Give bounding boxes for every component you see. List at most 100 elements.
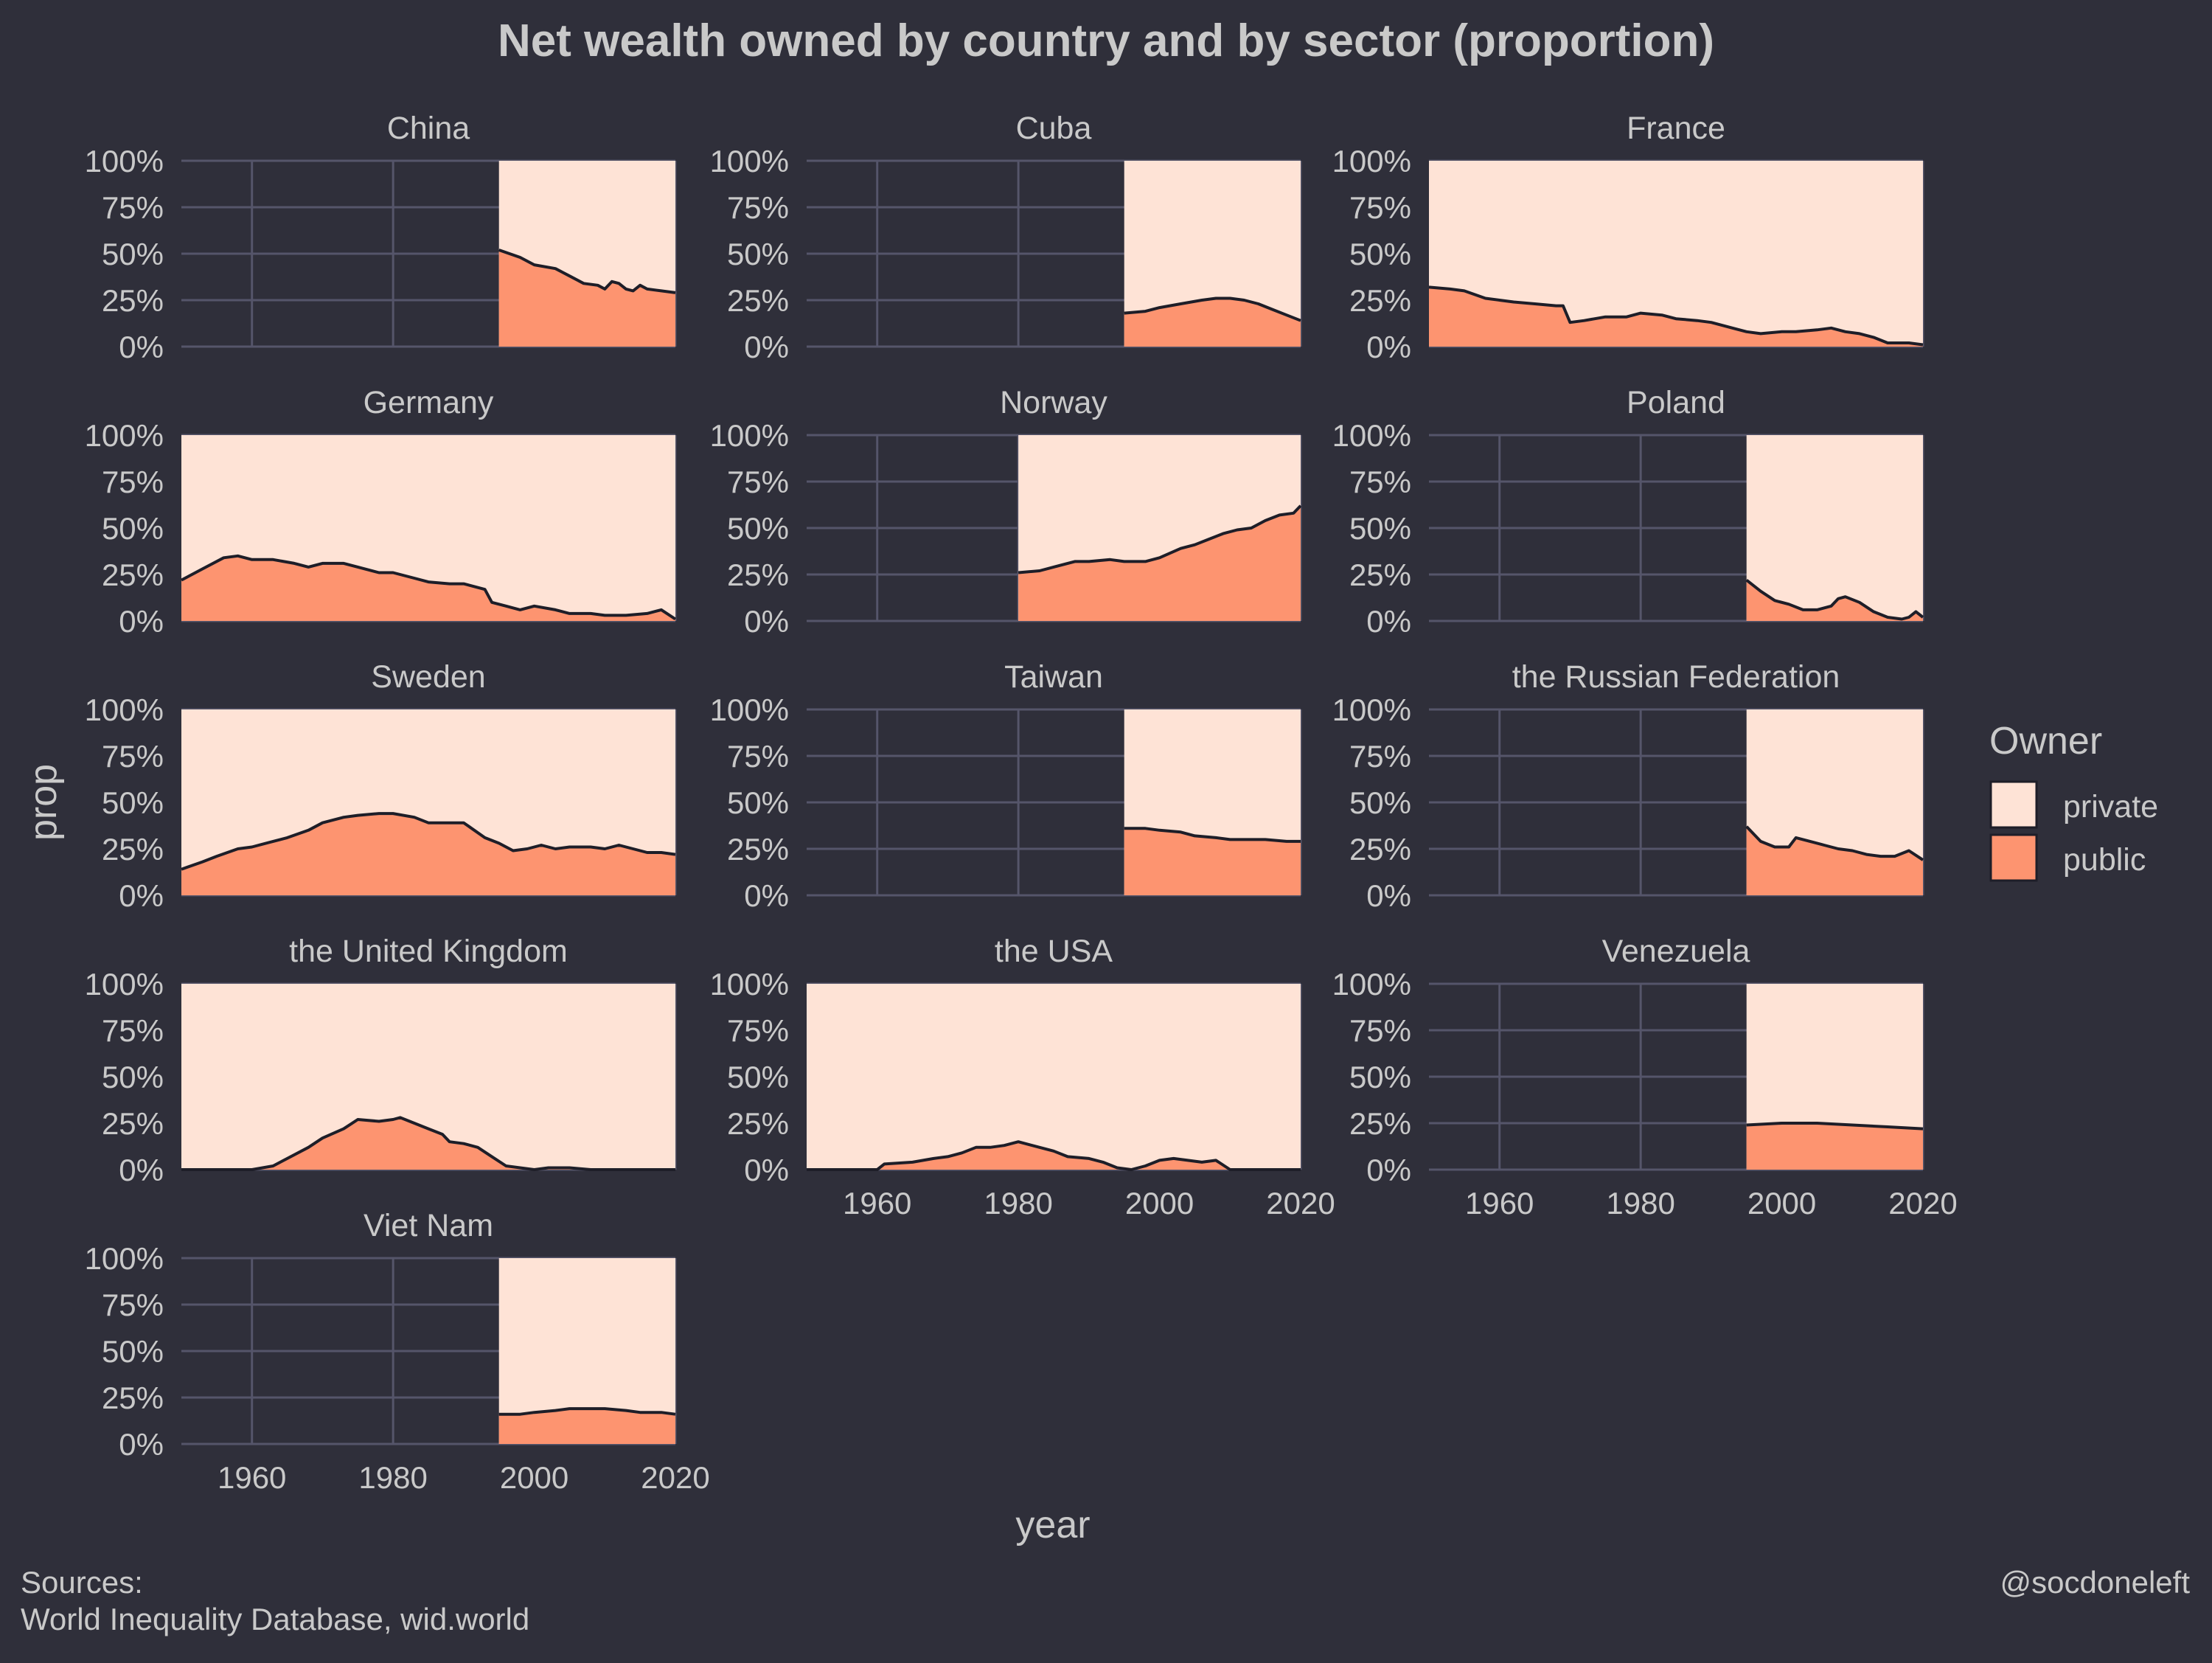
boundary-line-poland [1745,579,1924,621]
y-tick-label: 0% [1366,1153,1411,1187]
y-axis-title: prop [22,764,65,841]
area-private-the-usa [807,984,1301,1170]
y-tick-label: 50% [102,1060,164,1094]
y-tick-label: 50% [1349,1060,1411,1094]
boundary-line-the-united-kingdom [181,1116,675,1171]
area-public-norway [1018,505,1301,621]
x-tick-label: 1980 [984,1186,1052,1221]
area-public-china [498,250,675,347]
y-tick-label: 0% [744,330,789,364]
y-tick-label: 0% [119,604,164,639]
area-public-poland [1746,580,1923,621]
boundary-line-france [1428,285,1924,347]
facets: China 0% 25% 50% 75% 100% Cuba 0% 25% 50% 75% 100% F… [85,111,1958,1495]
y-tick-label: 0% [119,1427,164,1462]
facet-title-taiwan: Taiwan [1004,659,1103,695]
x-tick-label: 2000 [1125,1186,1194,1221]
y-tick-label: 50% [102,785,164,820]
boundary-line-the-russian-federation [1745,825,1924,861]
boundary-line-cuba [1124,296,1301,322]
facet-china: China 0% 25% 50% 75% 100% [85,111,677,364]
y-tick-label: 75% [102,739,164,774]
y-tick-label: 25% [727,558,789,592]
facet-title-the-united-kingdom: the United Kingdom [289,934,568,969]
y-tick-label: 75% [102,190,164,225]
y-tick-label: 50% [102,511,164,546]
y-tick-label: 100% [710,144,789,178]
y-tick-label: 25% [1349,283,1411,318]
boundary-line-venezuela [1746,1122,1924,1131]
caption-handle: @socdoneleft [2000,1565,2191,1600]
y-tick-label: 75% [102,1013,164,1048]
y-tick-label: 25% [102,832,164,867]
area-public-germany [181,555,675,621]
y-tick-label: 50% [727,511,789,546]
area-public-taiwan [1124,828,1301,895]
area-public-the-russian-federation [1746,826,1923,895]
facet-cuba: Cuba 0% 25% 50% 75% 100% [710,111,1302,364]
y-tick-label: 75% [102,465,164,499]
facet-title-sweden: Sweden [371,659,485,695]
facet-title-germany: Germany [364,385,494,420]
area-public-viet-nam [498,1409,675,1444]
x-tick-label: 2020 [1888,1186,1957,1221]
legend-label-private: private [2063,789,2158,824]
boundary-line-sweden [181,812,676,871]
caption-sources: World Inequality Database, wid.world [21,1602,529,1636]
x-tick-label: 1960 [218,1460,286,1495]
x-tick-label: 2000 [500,1460,568,1495]
legend-title: Owner [1989,720,2102,763]
y-tick-label: 100% [85,418,164,453]
y-tick-label: 25% [102,283,164,318]
facet-title-france: France [1627,111,1725,146]
y-tick-label: 0% [1366,878,1411,913]
y-tick-label: 0% [744,604,789,639]
y-tick-label: 75% [102,1288,164,1322]
facet-title-cuba: Cuba [1016,111,1092,146]
y-tick-label: 25% [727,1106,789,1141]
y-tick-label: 0% [119,878,164,913]
facet-title-viet-nam: Viet Nam [364,1208,493,1243]
y-tick-label: 75% [1349,1013,1411,1048]
y-tick-label: 100% [1332,418,1411,453]
boundary-line-china [498,249,676,294]
area-public-sweden [181,813,675,895]
legend-swatch-private [1989,780,2038,829]
area-public-the-usa [807,1142,1301,1170]
x-tick-label: 1980 [358,1460,427,1495]
x-tick-label: 1980 [1606,1186,1674,1221]
chart-title: Net wealth owned by country and by secto… [498,15,1714,66]
y-tick-label: 50% [727,237,789,271]
facet-viet-nam: Viet Nam 0% 25% 50% 75% 100% 1960 1980 2000 2020 [85,1208,710,1495]
area-private-poland [1746,435,1923,621]
facet-title-poland: Poland [1627,385,1725,420]
y-tick-label: 100% [710,418,789,453]
y-tick-label: 100% [85,692,164,727]
y-tick-label: 0% [119,1153,164,1187]
caption-sources-label: Sources: [21,1565,143,1600]
x-tick-label: 2000 [1747,1186,1816,1221]
facet-norway: Norway 0% 25% 50% 75% 100% [710,385,1302,639]
facet-germany: Germany 0% 25% 50% 75% 100% [85,385,677,639]
x-tick-label: 2020 [641,1460,709,1495]
y-tick-label: 75% [1349,190,1411,225]
y-tick-label: 100% [85,967,164,1001]
y-tick-label: 25% [102,1106,164,1141]
facet-the-united-kingdom: the United Kingdom 0% 25% 50% 75% 100% [85,934,677,1187]
y-tick-label: 75% [727,190,789,225]
y-tick-label: 25% [727,283,789,318]
x-tick-label: 2020 [1266,1186,1335,1221]
y-tick-label: 25% [102,558,164,592]
y-tick-label: 0% [119,330,164,364]
y-tick-label: 50% [1349,237,1411,271]
y-tick-label: 0% [1366,604,1411,639]
facet-title-china: China [387,111,470,146]
y-tick-label: 100% [710,967,789,1001]
y-tick-label: 25% [727,832,789,867]
x-tick-label: 1960 [843,1186,911,1221]
y-tick-label: 50% [102,1334,164,1369]
y-tick-label: 25% [1349,832,1411,867]
facet-title-the-usa: the USA [995,934,1113,969]
facet-title-venezuela: Venezuela [1602,934,1750,969]
